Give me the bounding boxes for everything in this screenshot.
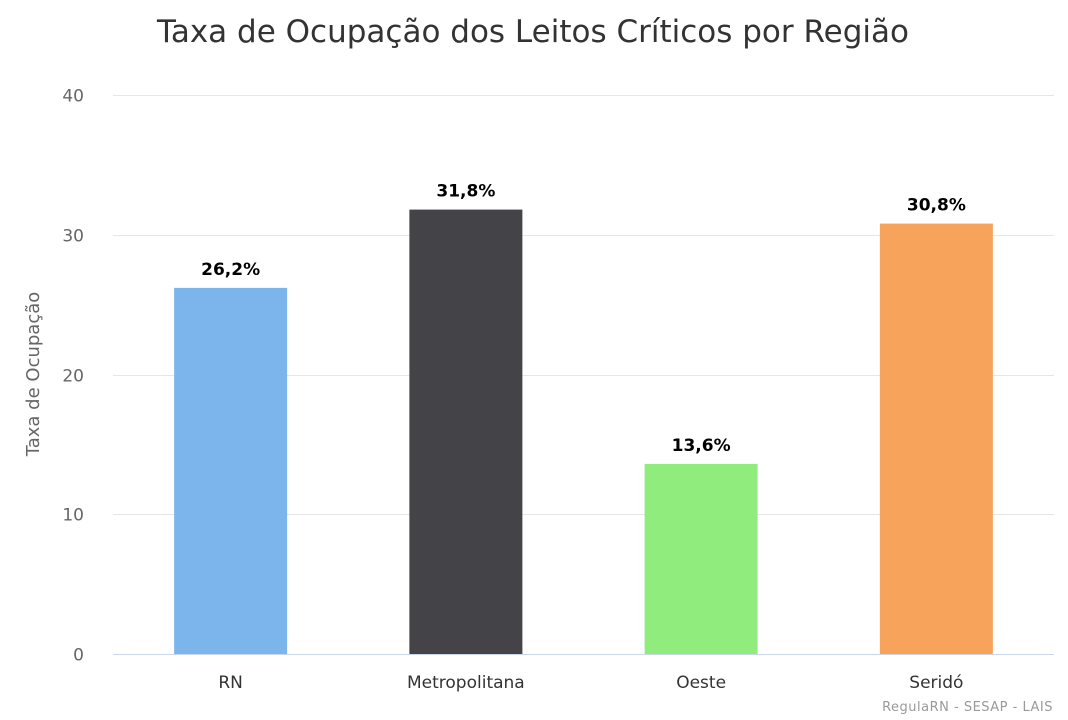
y-tick-label: 20 [62,367,84,387]
data-label: 13,6% [672,436,731,456]
data-label: 30,8% [907,196,966,216]
y-tick-label: 40 [62,87,84,107]
bars [174,209,993,654]
x-category-label: Oeste [676,673,726,693]
y-tick-label: 10 [62,506,84,526]
x-category-label: RN [218,673,243,693]
data-label: 31,8% [436,182,495,202]
y-tick-label: 30 [62,227,84,247]
bar-rn[interactable] [174,287,288,654]
chart-credits[interactable]: RegulaRN - SESAP - LAIS [882,700,1053,715]
bar-metropolitana[interactable] [409,209,523,654]
x-category-label: Seridó [909,673,963,693]
data-label: 26,2% [201,260,260,280]
y-axis-title: Taxa de Ocupação [23,292,44,458]
x-axis-categories: RN Metropolitana Oeste Seridó [218,673,963,693]
data-labels: 26,2% 31,8% 13,6% 30,8% [201,182,966,456]
bar-serid-[interactable] [879,223,993,654]
y-tick-label: 0 [73,646,84,666]
x-category-label: Metropolitana [407,673,525,693]
bar-oeste[interactable] [644,463,758,654]
y-axis-ticks: 0 10 20 30 40 [62,87,84,666]
chart-title: Taxa de Ocupação dos Leitos Críticos por… [156,14,909,50]
